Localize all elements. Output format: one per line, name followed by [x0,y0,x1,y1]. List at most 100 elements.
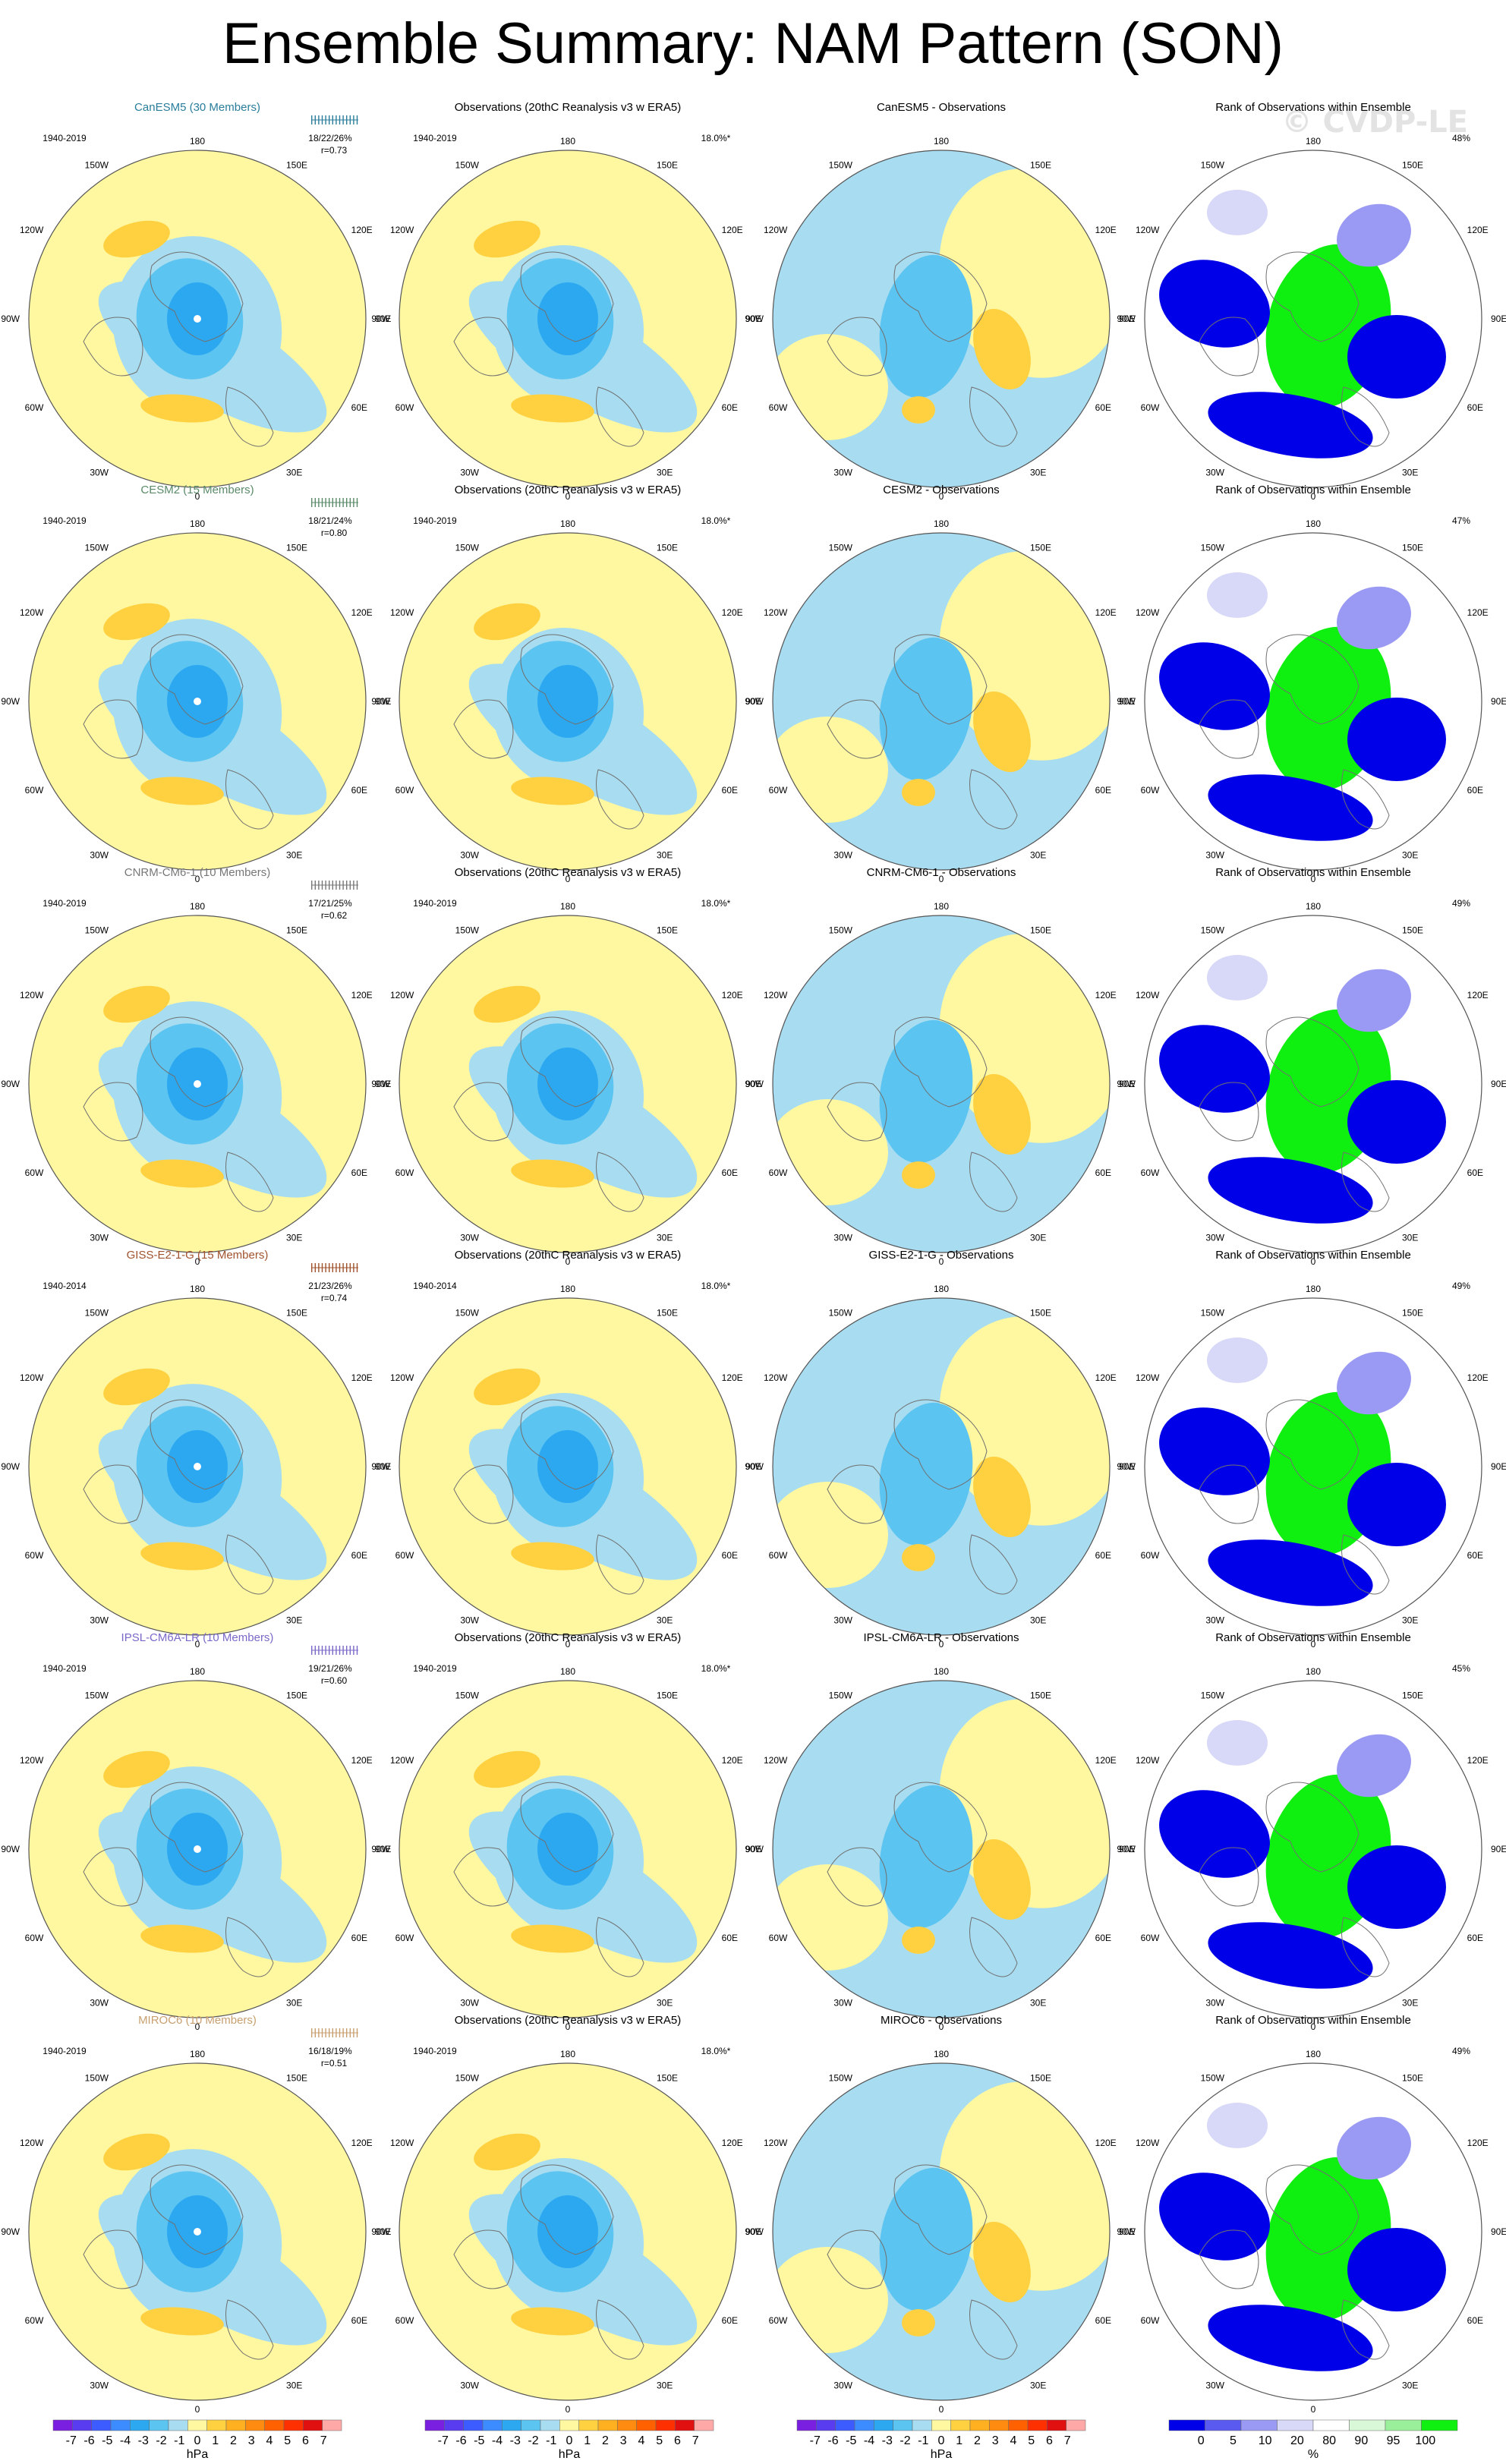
colorbar-label: -3 [882,2434,893,2447]
colorbar-label: 2 [230,2434,237,2447]
lon-label: 150E [1030,1307,1051,1318]
lon-label: 60E [351,402,367,413]
colorbar-swatch [1047,2419,1066,2431]
lon-label: 90W [745,2226,764,2237]
lon-label: 120E [1467,990,1489,1000]
colorbar-label: 2 [974,2434,981,2447]
lon-label: 90E [745,1461,761,1472]
colorbar-swatch [187,2419,207,2431]
lon-label: 180 [560,518,575,529]
lon-label: 120W [390,2138,414,2148]
lon-label: 120E [722,607,743,618]
lon-label: 120E [1095,990,1117,1000]
lon-label: 60W [769,1167,788,1178]
lon-label: 180 [1306,2049,1321,2059]
colorbar-swatch [110,2419,131,2431]
lon-label: 150W [829,159,853,170]
colorbar-label: 7 [320,2434,327,2447]
lon-label: 120E [722,990,743,1000]
lon-label: 90W [745,696,764,707]
diff-panel: 180 150E 120E 90E 60E 30E 0 30W 60W 90W 120W 150W GI… [745,1249,1135,1649]
lon-label: 120W [20,225,44,235]
lon-label: 180 [560,136,575,147]
colorbar-label: -1 [546,2434,556,2447]
lon-label: 150W [455,2072,480,2083]
row-cesm2: 180 150E 120E 90E 60E 30E 0 30W 60W 90W 120W 150W CE… [1,484,1506,884]
panel-title: CESM2 (15 Members) [140,484,254,496]
lon-label: 120E [1467,1372,1489,1383]
lon-label: 90E [375,1844,391,1854]
colorbar-label: -6 [83,2434,94,2447]
lon-label: 150W [1201,925,1225,935]
lon-label: 30W [1205,468,1224,478]
colorbar-swatch [655,2419,676,2431]
lon-label: 30W [90,1233,109,1243]
lon-label: 60E [351,785,367,796]
lon-label: 60W [769,1933,788,1943]
obs-panel: 180 150E 120E 90E 60E 30E 0 30W 60W 90W 120W 150W Ob… [371,1249,761,1649]
lon-label: 90E [1119,2226,1135,2237]
lon-label: 120W [764,2138,788,2148]
lon-label: 0 [939,2404,944,2415]
lon-label: 0 [939,1256,944,1267]
lon-label: 120W [1136,2138,1160,2148]
colorbar-label: 80 [1322,2434,1336,2447]
colorbar-label: 100 [1415,2434,1435,2447]
lon-label: 30W [460,2381,479,2391]
diff-panel: 180 150E 120E 90E 60E 30E 0 30W 60W 90W 120W 150W CN… [745,866,1135,1267]
lon-label: 120W [1136,990,1160,1000]
model-panel: 180 150E 120E 90E 60E 30E 0 30W 60W 90W 120W 150W GI… [1,1249,391,1649]
lon-label: 60E [722,1550,738,1561]
lon-label: 30E [286,1998,302,2009]
lon-label: 150E [1402,2072,1423,2083]
panel-r: r=0.60 [321,1675,348,1686]
lon-label: 150W [85,925,109,935]
lon-label: 120E [1467,607,1489,618]
rank-panel: 180 150E 120E 90E 60E 30E 0 30W 60W 90W 120W 150W Ra… [1117,1249,1506,1649]
lon-label: 60E [1095,785,1111,796]
lon-label: 90W [371,1461,390,1472]
colorbar-label: 20 [1290,2434,1304,2447]
panel-r: r=0.73 [321,145,348,156]
colorbar-label: -7 [810,2434,821,2447]
panel-title: Rank of Observations within Ensemble [1215,484,1411,496]
colorbar-label: -5 [846,2434,856,2447]
lon-label: 180 [560,1284,575,1294]
lon-label: 120E [722,1755,743,1766]
lon-label: 120W [390,990,414,1000]
lon-label: 30W [460,1998,479,2009]
lon-label: 60W [769,1550,788,1561]
colorbar-swatch [444,2419,464,2431]
panel-years: 1940-2019 [413,2046,457,2056]
panel-pct: 49% [1452,898,1470,909]
lon-label: 30W [90,1615,109,1626]
lon-label: 150E [657,1690,678,1700]
lon-label: 90E [745,1079,761,1089]
lon-label: 180 [1306,1666,1321,1677]
lon-label: 0 [939,874,944,884]
colorbar-swatch [540,2419,560,2431]
lon-label: 0 [1311,2404,1316,2415]
panel-pct: 18/21/24% [308,515,352,526]
lon-label: 150E [657,542,678,553]
lon-label: 0 [1311,1256,1316,1267]
colorbar-swatch [225,2419,246,2431]
lon-label: 150W [85,159,109,170]
lon-label: 30W [833,468,852,478]
lon-label: 150W [455,542,480,553]
panel-years: 1940-2019 [413,898,457,909]
lon-label: 150W [1201,2072,1225,2083]
lon-label: 60W [769,402,788,413]
colorbar-swatch [52,2419,73,2431]
colorbar-label: 4 [1010,2434,1017,2447]
colorbar-swatch [1240,2419,1278,2431]
colorbar-label: -4 [120,2434,131,2447]
lon-label: 60W [25,2315,44,2326]
colorbar-obs: -7 -6 -5 -4 -3 -2 -1 0 1 2 3 4 5 6 7 hPa [424,2419,714,2461]
row-cnrm-cm6-1: 180 150E 120E 90E 60E 30E 0 30W 60W 90W 120W 150W CN… [1,866,1506,1267]
lon-label: 180 [190,1284,205,1294]
lon-label: 120E [1095,1755,1117,1766]
watermark: © CVDP-LE [1281,105,1468,140]
lon-label: 90W [371,696,390,707]
lon-label: 150E [286,2072,307,2083]
